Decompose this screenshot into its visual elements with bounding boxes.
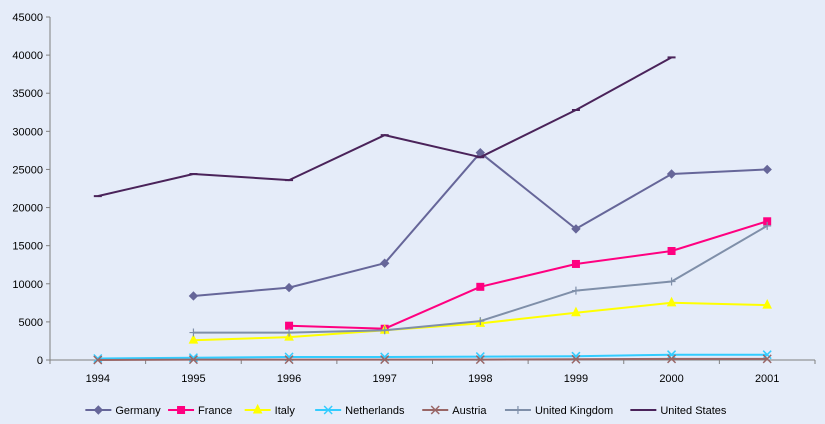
data-point [571,224,581,234]
data-point [667,350,677,360]
data-point [285,328,294,337]
legend-marker [93,405,104,415]
data-point [667,277,676,286]
legend-item: Italy [244,403,296,417]
data-point [763,221,772,230]
data-point [188,291,199,301]
legend-item: Austria [422,405,487,417]
x-tick-label: 2001 [755,373,779,385]
data-point [667,354,677,364]
data-point [379,258,390,268]
legend-label: France [198,405,232,417]
data-point [93,355,103,365]
x-tick-label: 1997 [372,373,396,385]
legend-marker [430,405,440,415]
legend-label: United States [660,405,727,417]
series-layer [93,56,772,365]
series-united-kingdom [189,221,772,337]
legend-item: Netherlands [315,405,405,417]
y-tick-label: 25000 [12,164,43,176]
legend: Germany France Italy Netherlands Austria Unit… [85,403,727,417]
y-tick-label: 20000 [12,203,43,215]
data-point [285,321,294,330]
x-tick-labels: 1994 1995 1996 1997 1998 1999 2000 2001 [86,373,780,385]
y-tick-label: 45000 [12,12,43,24]
data-point [666,296,677,307]
series-line [193,151,768,297]
legend-label: Austria [452,405,487,417]
y-tick-label: 0 [37,355,43,367]
data-point [380,326,389,335]
y-tick-label: 40000 [12,50,43,62]
data-point [762,164,772,175]
series-line [97,56,673,198]
series-france [285,217,772,333]
legend-item: France [168,405,232,417]
data-point [763,217,772,226]
x-tick-label: 1999 [564,373,588,385]
y-tick-label: 10000 [12,279,43,291]
y-tick-labels: 0 5000 10000 15000 20000 25000 30000 35000 40000… [12,12,43,367]
x-tick-label: 1998 [468,373,492,385]
series-line [97,353,768,360]
data-point [380,355,390,365]
x-tick-label: 1996 [277,373,301,385]
axes [46,16,816,364]
data-point [284,282,294,293]
series-line [97,357,768,361]
legend-label: Netherlands [345,405,405,417]
data-point [476,317,485,326]
x-tick-label: 1995 [181,373,205,385]
data-point [571,286,580,295]
data-point [667,247,676,256]
legend-marker [252,403,263,414]
data-point [762,299,772,309]
data-point [762,350,772,360]
data-point [571,354,581,364]
data-point [476,282,485,291]
legend-label: Italy [275,405,296,417]
legend-marker [177,406,186,414]
y-tick-label: 35000 [12,88,43,100]
x-tick-label: 1994 [86,373,110,385]
legend-label: Germany [115,405,161,417]
data-point [666,169,677,179]
series-line [193,224,768,334]
legend-item: United States [630,405,727,417]
data-point [189,328,198,337]
y-tick-label: 30000 [12,126,43,138]
legend-item: Germany [85,405,161,417]
data-point [475,355,485,365]
data-point [284,355,294,365]
data-point [188,334,199,344]
y-tick-label: 15000 [12,241,43,253]
legend-label: United Kingdom [535,405,613,417]
series-united-states [93,56,676,198]
data-point [188,355,198,365]
x-tick-label: 2000 [659,373,683,385]
legend-marker [513,406,522,414]
series-germany [188,147,772,301]
data-point [571,259,580,268]
y-tick-label: 5000 [19,317,43,329]
data-point [571,306,581,317]
series-line [289,220,768,330]
data-point [93,353,103,364]
legend-item: United Kingdom [504,405,613,417]
legend-marker [323,405,333,415]
data-point [762,354,772,364]
series-austria [93,354,772,365]
